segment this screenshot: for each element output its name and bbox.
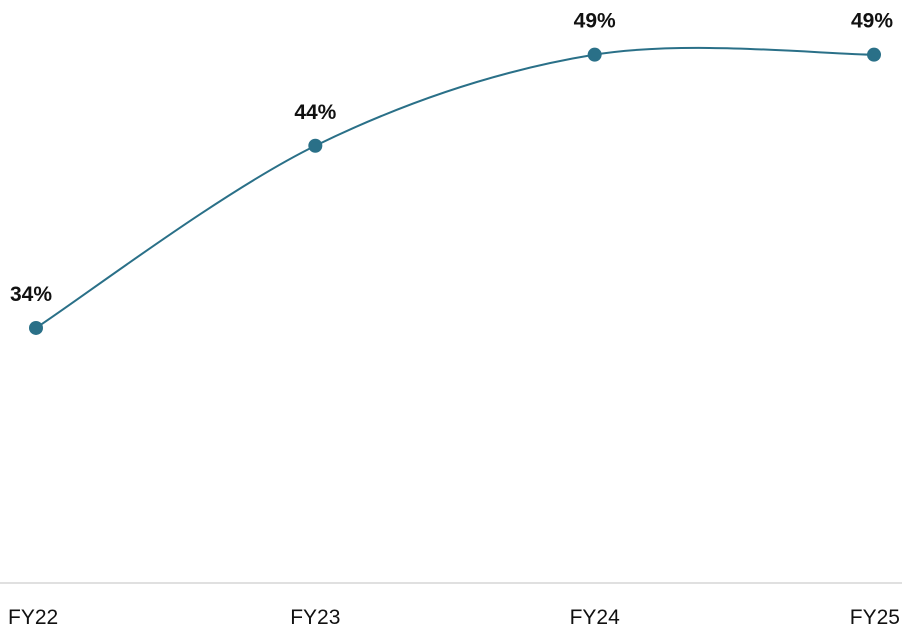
- data-label-fy22: 34%: [10, 283, 52, 306]
- data-points: [29, 47, 881, 335]
- data-label-fy24: 49%: [574, 10, 616, 33]
- data-point-fy24: [587, 47, 602, 62]
- data-point-fy25: [867, 47, 881, 62]
- data-labels: 34% 44% 49% 49%: [10, 10, 893, 306]
- data-point-fy22: [29, 320, 43, 335]
- x-tick-label-fy23: FY23: [290, 606, 340, 629]
- x-axis-tick-labels: FY22 FY23 FY24 FY25: [8, 606, 900, 629]
- series-line: [35, 46, 875, 329]
- data-label-fy25: 49%: [851, 10, 893, 33]
- x-tick-label-fy22: FY22: [8, 606, 58, 629]
- data-point-fy23: [308, 138, 323, 153]
- x-tick-label-fy25: FY25: [850, 606, 900, 629]
- data-label-fy23: 44%: [294, 101, 336, 124]
- x-tick-label-fy24: FY24: [570, 606, 621, 629]
